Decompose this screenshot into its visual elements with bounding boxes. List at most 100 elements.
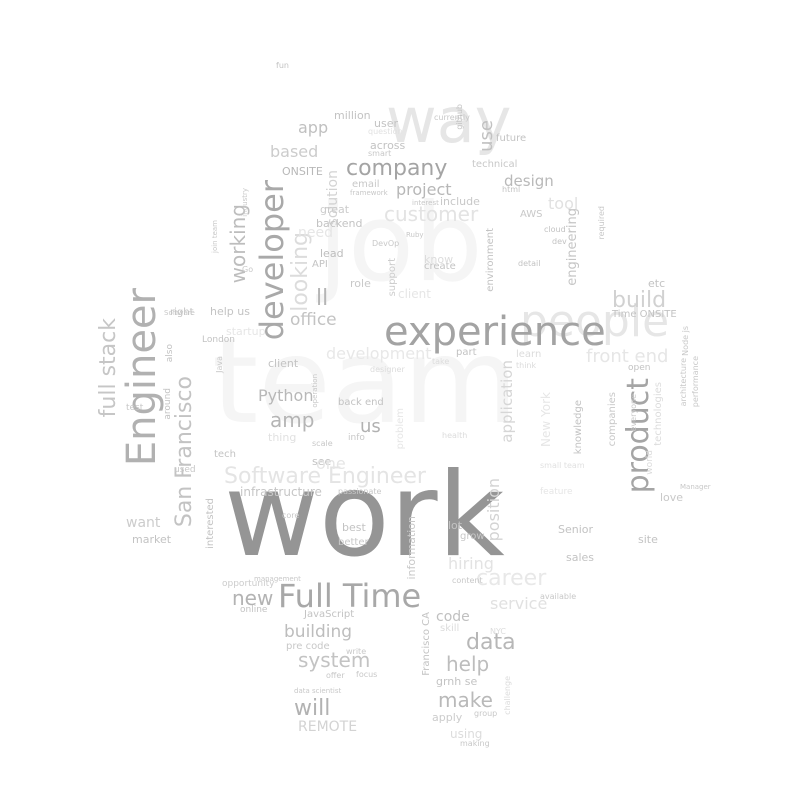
cloud-word: use: [476, 120, 497, 152]
cloud-word: create: [424, 261, 456, 272]
cloud-word: help us: [210, 305, 250, 318]
cloud-word: amp: [270, 408, 315, 432]
cloud-word: design: [504, 172, 554, 190]
cloud-word: great: [320, 203, 350, 216]
cloud-word: lead: [320, 247, 344, 260]
cloud-word: one: [316, 454, 346, 473]
cloud-word: Software: [164, 309, 195, 317]
cloud-word: Java: [215, 356, 224, 373]
cloud-word: info: [348, 433, 365, 443]
cloud-word: offer: [326, 671, 345, 680]
cloud-word: us: [360, 416, 381, 437]
cloud-word: need: [298, 225, 333, 241]
cloud-word: take: [432, 357, 450, 366]
cloud-word: fun: [276, 61, 289, 70]
cloud-word: service: [490, 594, 548, 613]
cloud-word: site: [638, 533, 658, 546]
cloud-word: system: [298, 648, 371, 672]
cloud-word: build: [612, 288, 667, 313]
cloud-word: Python: [258, 386, 314, 405]
cloud-word: data: [466, 630, 516, 655]
cloud-word: office: [290, 310, 337, 330]
cloud-word: future: [496, 133, 527, 144]
cloud-word: online: [240, 605, 268, 615]
cloud-word: architecture: [679, 358, 688, 407]
cloud-word: apply: [432, 711, 463, 724]
cloud-word: world: [645, 450, 655, 475]
cloud-word: around: [163, 388, 173, 420]
cloud-word: better: [338, 537, 369, 548]
cloud-word: across: [370, 139, 406, 152]
cloud-word: data scientist: [294, 687, 342, 695]
cloud-word: AWS: [520, 209, 543, 220]
cloud-word: email: [352, 179, 380, 190]
cloud-word: code: [436, 609, 470, 625]
cloud-word: infrastructure: [240, 485, 322, 499]
cloud-word: pre code: [286, 641, 330, 652]
cloud-word: thing: [268, 431, 297, 444]
cloud-word: full stack: [96, 318, 121, 418]
cloud-word: will: [294, 696, 331, 721]
cloud-word: detail: [518, 259, 541, 268]
cloud-word: based: [270, 142, 319, 161]
cloud-word: right: [170, 307, 194, 318]
cloud-word: team: [212, 312, 519, 450]
cloud-word: Time ONSITE: [612, 309, 677, 320]
cloud-word: write: [346, 647, 367, 656]
cloud-word: technical: [472, 159, 518, 170]
cloud-word: opportunity: [222, 579, 275, 589]
cloud-word: companies: [607, 392, 618, 447]
cloud-word: experience: [384, 309, 606, 355]
cloud-word: tech: [214, 449, 236, 460]
cloud-word: hiring: [448, 554, 494, 573]
cloud-word: developer: [253, 180, 291, 341]
cloud-word: best: [342, 521, 366, 534]
cloud-word: problem: [395, 408, 406, 450]
cloud-word: part: [456, 347, 477, 358]
cloud-word: London: [202, 335, 235, 345]
cloud-word: focus: [356, 670, 378, 679]
cloud-word: Ruby: [406, 231, 424, 239]
cloud-word: career: [476, 566, 547, 591]
cloud-word: management: [254, 575, 301, 583]
cloud-word: core: [282, 511, 300, 520]
cloud-word: group: [474, 709, 498, 718]
cloud-word: interested: [205, 498, 216, 549]
cloud-word: open: [628, 363, 651, 373]
cloud-word: love: [660, 491, 684, 504]
cloud-word: support: [387, 258, 398, 297]
cloud-word: New York: [539, 392, 553, 447]
cloud-word: company: [346, 156, 448, 181]
cloud-word: new: [232, 586, 274, 610]
cloud-word: application: [498, 360, 516, 443]
cloud-word: see: [312, 455, 332, 468]
cloud-word: environment: [485, 228, 496, 292]
cloud-word: looking: [288, 232, 313, 312]
cloud-word: position: [484, 478, 503, 542]
cloud-word: used: [174, 465, 196, 475]
cloud-word: ll: [316, 286, 329, 311]
cloud-word: framework: [350, 189, 388, 197]
cloud-word: html: [502, 185, 521, 194]
cloud-word: Node js: [681, 326, 690, 356]
cloud-word: Full Time: [278, 577, 422, 615]
cloud-word: include: [440, 195, 480, 208]
cloud-word: industry: [241, 188, 249, 217]
cloud-word: required: [597, 206, 606, 240]
cloud-word: role: [350, 277, 371, 290]
cloud-word: grnh se: [436, 675, 478, 688]
cloud-word: REMOTE: [298, 719, 358, 735]
cloud-word: lot: [448, 519, 463, 532]
cloud-word: available: [540, 592, 577, 601]
cloud-word: DevOp: [372, 239, 400, 248]
cloud-word: way: [386, 84, 512, 157]
cloud-word: scale: [312, 439, 333, 448]
cloud-word: make: [438, 688, 493, 712]
cloud-word: app: [298, 118, 329, 137]
cloud-word: performance: [691, 356, 700, 408]
cloud-word: question: [368, 127, 403, 136]
cloud-word: passionate: [338, 487, 382, 496]
cloud-word: information: [405, 516, 418, 580]
cloud-word: using: [450, 727, 483, 741]
